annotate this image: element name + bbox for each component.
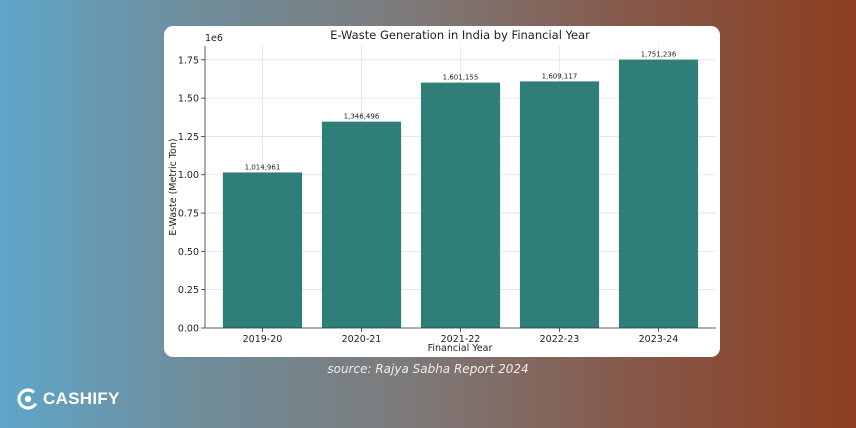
y-tick-label: 0.50 — [178, 247, 199, 258]
bar-chart: 0.00 0.25 0.50 0.75 1.00 1.25 1.50 1.75 1,014,96… — [168, 28, 716, 354]
y-tick-label: 1.25 — [178, 132, 199, 143]
y-tick-label: 0.00 — [178, 324, 199, 335]
chart-card: 0.00 0.25 0.50 0.75 1.00 1.25 1.50 1.75 1,014,96… — [164, 26, 720, 357]
source-caption: source: Rajya Sabha Report 2024 — [327, 362, 529, 376]
x-tick-label: 2022-23 — [540, 334, 580, 345]
chart-title: E-Waste Generation in India by Financial… — [330, 28, 590, 42]
x-tick-label: 2019-20 — [243, 334, 283, 345]
y-tick-label: 1.50 — [178, 94, 199, 105]
x-tick-label: 2020-21 — [342, 334, 382, 345]
cashify-c-logo-icon — [17, 388, 39, 410]
bar-value-label: 1,609,117 — [542, 72, 578, 80]
y-tick-label: 1.75 — [178, 55, 199, 66]
bar-value-label: 1,601,155 — [443, 74, 479, 82]
bar-value-label: 1,014,961 — [245, 163, 281, 171]
bar-2021-22 — [420, 82, 501, 328]
bar-2022-23 — [519, 81, 600, 328]
y-scale-label: 1e6 — [205, 33, 223, 44]
bar-2023-24 — [618, 59, 699, 328]
x-tick-label: 2023-24 — [639, 334, 679, 345]
y-tick-label: 0.75 — [178, 209, 199, 220]
y-tick-label: 0.25 — [178, 285, 199, 296]
bar-value-label: 1,751,236 — [641, 51, 677, 59]
y-axis-label: E-Waste (Metric Ton) — [168, 138, 179, 235]
brand-name: CASHIFY — [43, 389, 120, 408]
x-tick-label: 2021-22 — [441, 334, 481, 345]
bar-value-label: 1,346,496 — [344, 113, 380, 121]
bar-2019-20 — [222, 172, 303, 328]
bar-2020-21 — [321, 121, 402, 328]
x-axis-label: Financial Year — [428, 343, 493, 354]
y-tick-label: 1.00 — [178, 170, 199, 181]
brand-logo: CASHIFY — [16, 386, 120, 412]
